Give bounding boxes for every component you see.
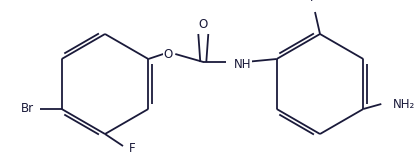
Text: F: F [310, 0, 316, 4]
Text: NH₂: NH₂ [393, 98, 415, 110]
Text: Br: Br [21, 102, 34, 115]
Text: O: O [199, 17, 208, 31]
Text: NH: NH [234, 58, 252, 71]
Text: O: O [164, 47, 173, 61]
Text: F: F [129, 142, 135, 156]
